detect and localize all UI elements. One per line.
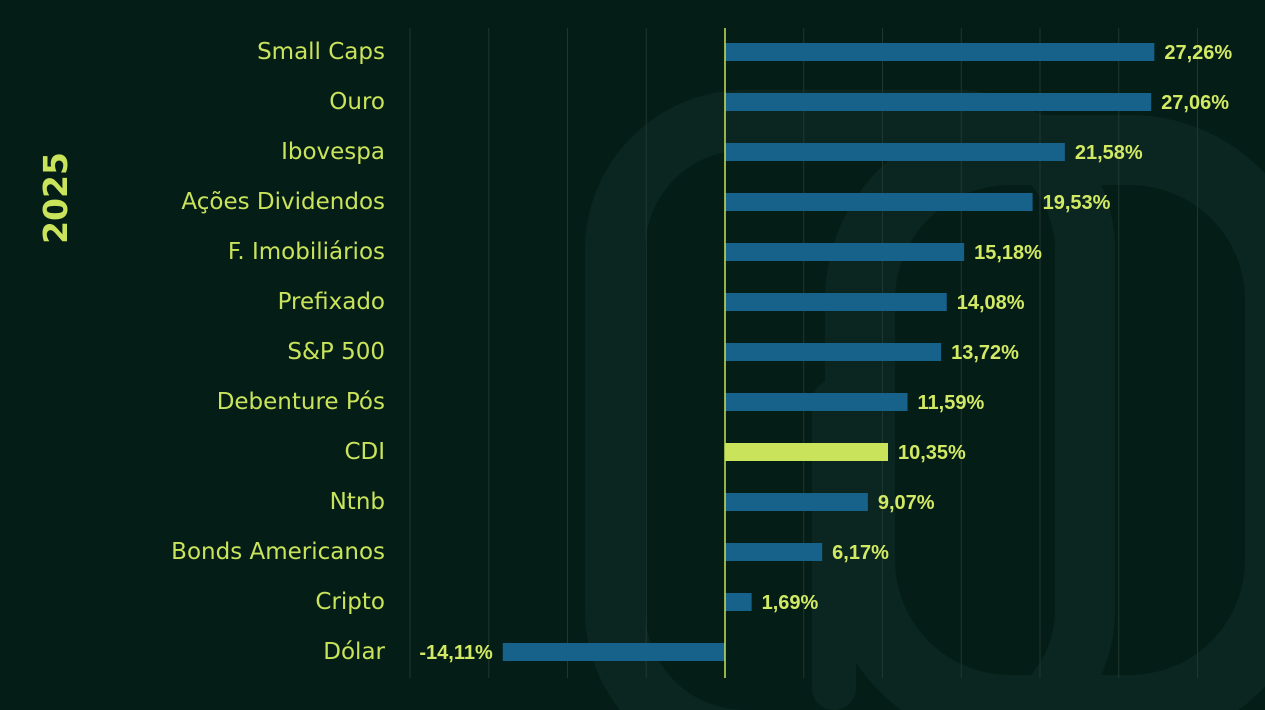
bar	[725, 43, 1155, 61]
category-label: Dólar	[323, 639, 385, 665]
bar	[725, 343, 942, 361]
bar	[725, 293, 947, 311]
category-label: Ações Dividendos	[181, 189, 385, 215]
category-labels: Small Caps Ouro Ibovespa Ações Dividendos F.…	[171, 39, 385, 665]
bar	[725, 93, 1152, 111]
bar	[725, 143, 1065, 161]
category-label: F. Imobiliários	[228, 239, 385, 265]
bar	[725, 243, 965, 261]
value-label: 27,26%	[1164, 42, 1232, 64]
value-label: 27,06%	[1161, 92, 1229, 114]
value-label: 11,59%	[918, 392, 985, 414]
chart-title: 2025	[36, 152, 75, 244]
value-label: 10,35%	[898, 442, 966, 464]
category-label: Cripto	[315, 589, 385, 615]
value-label: 6,17%	[832, 542, 889, 564]
category-label: Debenture Pós	[217, 389, 385, 415]
bar	[502, 643, 725, 661]
bar	[725, 193, 1033, 211]
value-label: 21,58%	[1075, 142, 1143, 164]
value-label: -14,11%	[419, 642, 493, 664]
value-label: 19,53%	[1043, 192, 1111, 214]
background-watermark	[585, 90, 1265, 710]
value-label: 14,08%	[957, 292, 1025, 314]
value-label: 15,18%	[974, 242, 1042, 264]
bar	[725, 443, 889, 461]
category-label: Prefixado	[278, 289, 385, 315]
bars	[502, 43, 1155, 661]
bar	[725, 493, 868, 511]
bar	[725, 393, 908, 411]
bar	[725, 543, 823, 561]
category-label: CDI	[344, 439, 385, 465]
value-label: 1,69%	[762, 592, 819, 614]
category-label: Ntnb	[330, 489, 385, 515]
value-labels: 27,26% 27,06% 21,58% 19,53% 15,18% 14,08% 13,7…	[419, 42, 1232, 664]
category-label: Ibovespa	[281, 139, 385, 165]
grid-lines	[409, 28, 1198, 678]
bar	[725, 593, 752, 611]
value-label: 13,72%	[951, 342, 1019, 364]
value-label: 9,07%	[878, 492, 935, 514]
category-label: Small Caps	[257, 39, 385, 65]
category-label: S&P 500	[287, 339, 385, 365]
category-label: Ouro	[329, 89, 385, 115]
category-label: Bonds Americanos	[171, 539, 385, 565]
